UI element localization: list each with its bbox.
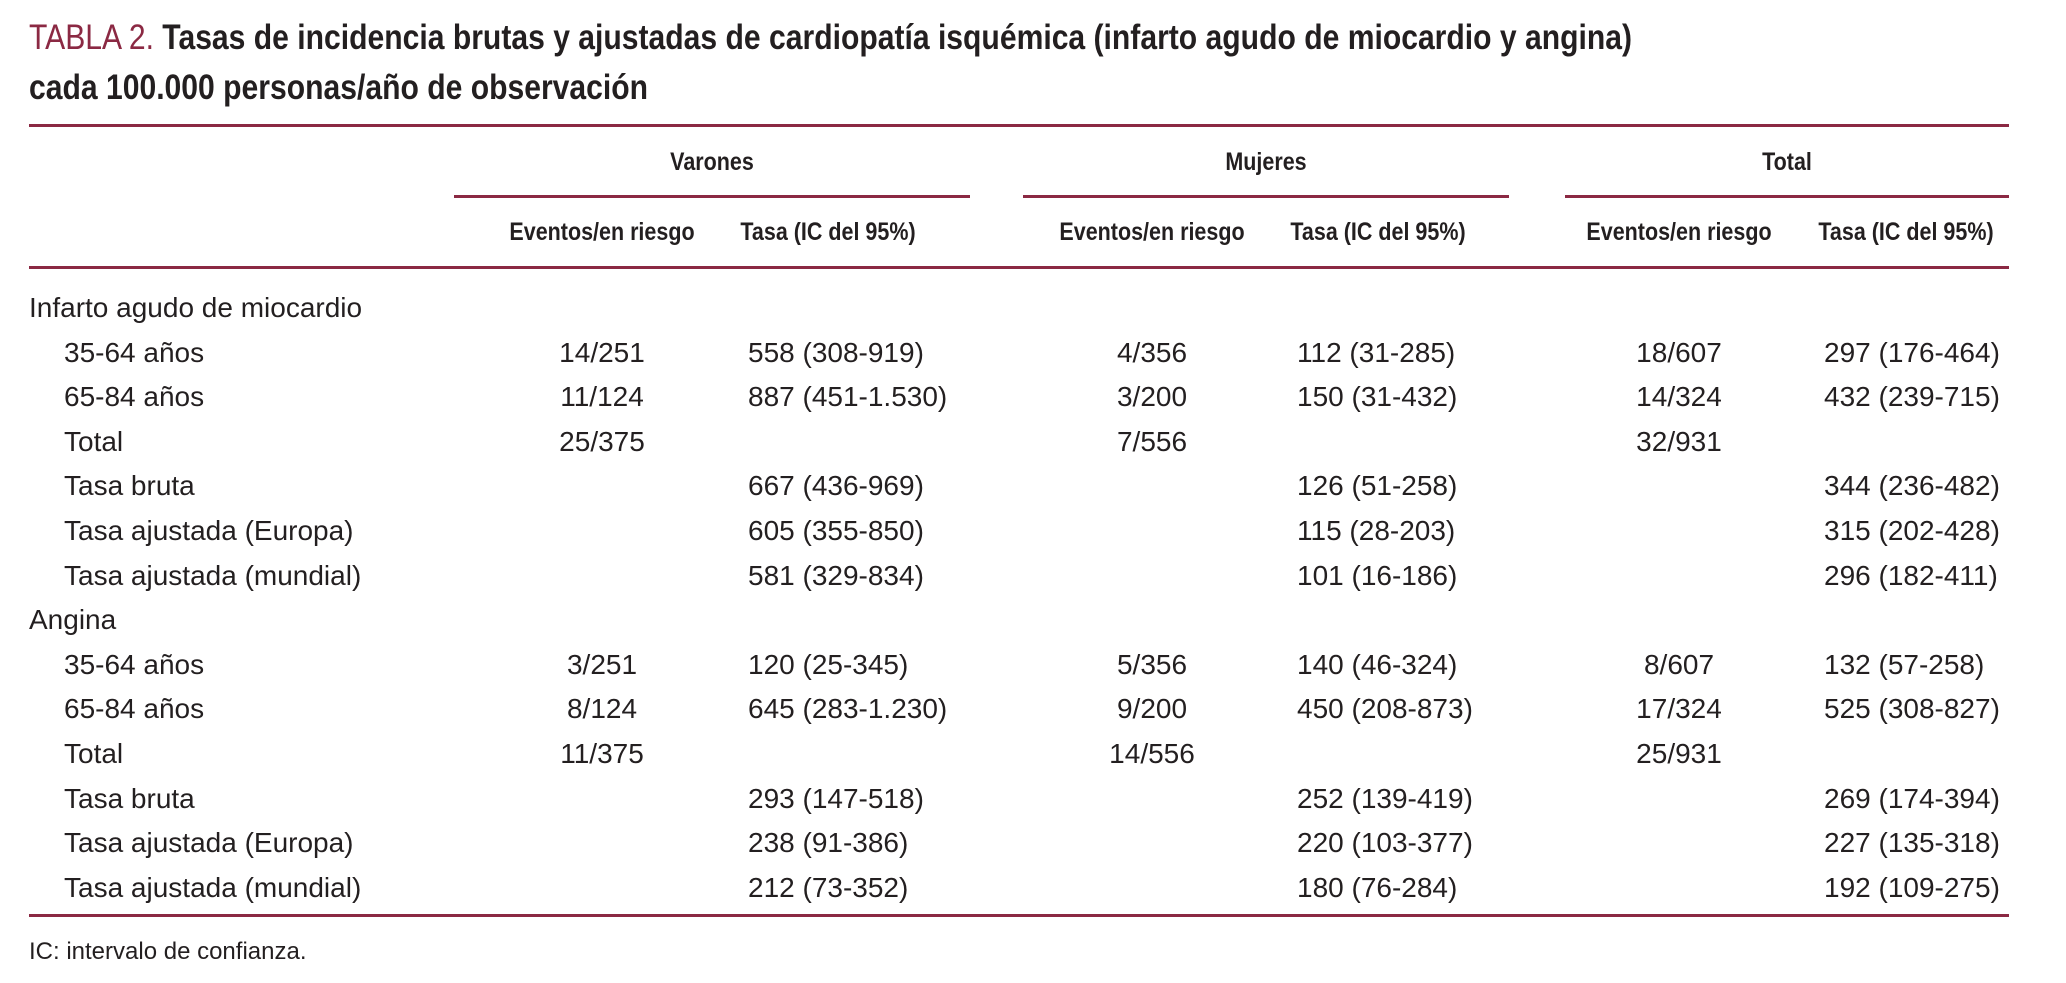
- rate-cell: 150 (31-432): [1297, 381, 1458, 413]
- rate-cell: 112 (31-285): [1297, 336, 1456, 368]
- table-label: TABLA 2.: [29, 18, 154, 57]
- events-cell: 5/356: [1116, 648, 1188, 680]
- section-label: Angina: [29, 604, 117, 636]
- rate-cell: 605 (355-850): [748, 515, 924, 546]
- rate-cell: 101 (16-186): [1297, 559, 1458, 591]
- row-label: 65-84 años: [64, 693, 205, 725]
- row-label: Tasa ajustada (Europa): [64, 515, 354, 546]
- table-title-line2: cada 100.000 personas/año de observación: [29, 68, 649, 107]
- rate-cell: 645 (283-1.230): [748, 693, 948, 725]
- rate-cell: 140 (46-324): [1297, 648, 1458, 680]
- rate-cell: 296 (182-411): [1824, 559, 1998, 591]
- row-label: Tasa bruta: [64, 782, 195, 814]
- rate-cell: 667 (436-969): [748, 470, 924, 502]
- events-cell: 14/556: [1109, 738, 1195, 769]
- group-rule-varones: [454, 195, 970, 198]
- events-cell: 8/124: [566, 693, 638, 725]
- rate-cell: 344 (236-482): [1824, 470, 2000, 502]
- row-label: Tasa ajustada (Europa): [64, 827, 354, 859]
- rate-cell: 192 (109-275): [1824, 871, 2000, 903]
- rate-cell: 558 (308-919): [748, 336, 924, 368]
- column-header-events: Eventos/en riesgo: [509, 218, 695, 246]
- row-label: 35-64 años: [64, 336, 205, 368]
- events-cell: 9/200: [1116, 693, 1188, 725]
- rate-cell: 180 (76-284): [1297, 871, 1458, 903]
- group-rule-total: [1565, 195, 2009, 198]
- rate-cell: 887 (451-1.530): [748, 381, 948, 413]
- row-label: Total: [64, 738, 124, 769]
- events-cell: 25/375: [559, 425, 645, 457]
- rate-cell: 450 (208-873): [1297, 693, 1473, 725]
- row-label: Tasa ajustada (mundial): [64, 559, 362, 591]
- column-header-rate: Tasa (IC del 95%): [1290, 218, 1466, 246]
- rate-cell: 581 (329-834): [748, 559, 924, 591]
- rate-cell: 132 (57-258): [1824, 648, 1985, 680]
- events-cell: 25/931: [1636, 738, 1722, 769]
- top-rule: [29, 124, 2009, 127]
- rate-cell: 293 (147-518): [748, 782, 924, 814]
- events-cell: 4/356: [1116, 336, 1188, 368]
- group-header-mujeres: Mujeres: [1225, 148, 1307, 176]
- table-title: Tasas de incidencia brutas y ajustadas d…: [162, 18, 1633, 57]
- rate-cell: 220 (103-377): [1297, 827, 1473, 859]
- rate-cell: 115 (28-203): [1297, 515, 1456, 546]
- rate-cell: 315 (202-428): [1824, 515, 2000, 546]
- column-header-rate: Tasa (IC del 95%): [1818, 218, 1994, 246]
- events-cell: 3/251: [566, 648, 638, 680]
- events-cell: 17/324: [1636, 693, 1722, 725]
- rate-cell: 126 (51-258): [1297, 470, 1458, 502]
- events-cell: 8/607: [1643, 648, 1715, 680]
- column-header-events: Eventos/en riesgo: [1059, 218, 1245, 246]
- section-label: Infarto agudo de miocardio: [29, 292, 363, 323]
- row-label: Tasa bruta: [64, 470, 195, 502]
- footnote: IC: intervalo de confianza.: [29, 938, 307, 965]
- row-label: Total: [64, 425, 124, 457]
- events-cell: 7/556: [1116, 425, 1188, 457]
- row-label: 35-64 años: [64, 648, 205, 680]
- rate-cell: 525 (308-827): [1824, 693, 2000, 725]
- rate-cell: 297 (176-464): [1824, 336, 2000, 368]
- group-header-varones: Varones: [670, 148, 754, 176]
- rate-cell: 432 (239-715): [1824, 381, 2000, 413]
- rate-cell: 212 (73-352): [748, 871, 909, 903]
- column-header-events: Eventos/en riesgo: [1586, 218, 1772, 246]
- events-cell: 14/324: [1636, 381, 1722, 413]
- bottom-rule: [29, 914, 2009, 917]
- group-header-total: Total: [1762, 148, 1812, 176]
- events-cell: 18/607: [1636, 336, 1722, 368]
- group-rule-mujeres: [1023, 195, 1509, 198]
- rate-cell: 227 (135-318): [1824, 827, 2000, 859]
- rate-cell: 269 (174-394): [1824, 782, 2000, 814]
- events-cell: 11/124: [560, 381, 644, 413]
- rate-cell: 120 (25-345): [748, 648, 909, 680]
- header-rule: [29, 266, 2009, 269]
- rate-cell: 252 (139-419): [1297, 782, 1473, 814]
- events-cell: 32/931: [1636, 425, 1722, 457]
- column-header-rate: Tasa (IC del 95%): [740, 218, 916, 246]
- row-label: 65-84 años: [64, 381, 205, 413]
- row-label: Tasa ajustada (mundial): [64, 871, 362, 903]
- events-cell: 14/251: [559, 336, 645, 368]
- table-title-line1: TABLA 2. Tasas de incidencia brutas y aj…: [29, 18, 1632, 58]
- events-cell: 3/200: [1116, 381, 1188, 413]
- events-cell: 11/375: [560, 738, 644, 769]
- rate-cell: 238 (91-386): [748, 827, 909, 859]
